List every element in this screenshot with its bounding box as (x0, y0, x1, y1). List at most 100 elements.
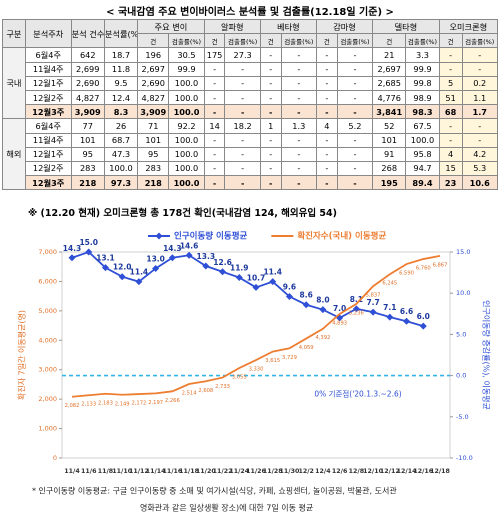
data-label: 6,590 (399, 271, 414, 277)
x-tick-label: 11/26 (246, 468, 266, 475)
table-cell: 4 (438, 146, 463, 162)
point-marker (419, 322, 427, 330)
table-cell: - (203, 75, 226, 91)
y-axis-label: 확진자 7일간 이동평균(명) (17, 310, 27, 400)
table-cell: 27.3 (224, 47, 261, 63)
table-cell: - (280, 146, 317, 162)
table-cell: 47.3 (103, 146, 139, 162)
data-label: 3,055 (232, 375, 247, 381)
table-cell: 99.9 (168, 61, 205, 77)
chart: 0 1,000 2,000 3,000 4,000 5,000 6,000 7,000 -10.… (17, 231, 492, 513)
data-label: 12.6 (213, 258, 232, 267)
point-marker (168, 254, 176, 262)
x-tick-label: 12/2 (298, 468, 313, 475)
table-cell: 11.8 (103, 61, 139, 77)
table-row: 국내 6월4주 642 18.7 196 30.5 175 27.3- - - -21 3.3- - (2, 47, 499, 120)
data-label: 10.7 (247, 273, 266, 282)
table-cell: 68.7 (103, 132, 139, 148)
data-label: 7.7 (366, 298, 379, 307)
x-tick-label: 11/24 (229, 468, 249, 475)
table-cell: 12월2주 (24, 89, 72, 106)
table-cell: - (336, 175, 374, 191)
legend-label: 인구이동량 이동평균 (174, 231, 248, 242)
table-cell: - (336, 146, 374, 162)
data-label: 2,197 (148, 400, 163, 406)
table-cell: - (461, 47, 499, 63)
table-row: 12월1주 95 47.3 95 100.0- - - - - -91 95.8 4 4.2 (3, 146, 499, 162)
data-label: 11.4 (130, 268, 149, 277)
x-tick-label: 11/12 (129, 468, 149, 475)
table-cell: - (315, 47, 338, 63)
table-cell: 67.5 (405, 118, 440, 134)
table-cell: 100.0 (405, 132, 440, 148)
group-label: 국내 (2, 47, 26, 120)
table-cell: - (438, 61, 463, 77)
table-cell: 4,776 (372, 89, 407, 106)
table-cell: - (280, 61, 317, 77)
data-label: 2,149 (115, 401, 130, 407)
data-label: 4,059 (299, 345, 314, 351)
table-cell: 12.4 (103, 89, 139, 106)
table-cell: 8.3 (103, 104, 139, 120)
table-cell: 10.6 (461, 175, 499, 191)
table-cell: 52 (372, 118, 407, 134)
table-cell: 92.2 (168, 118, 205, 134)
table-cell: 100.0 (103, 160, 139, 177)
table-row: 12월2주 4,827 12.4 4,827 100.0- - - - - -4,776 98.9 5… (3, 89, 499, 106)
table-cell: - (438, 118, 463, 134)
data-label: 14.6 (180, 241, 199, 250)
data-label: 2,608 (198, 388, 213, 394)
table-cell: 18.7 (103, 47, 139, 63)
table-cell: - (203, 104, 226, 120)
header-cell: 검출률(%) (461, 33, 499, 49)
table-cell: 12월3주 (24, 104, 72, 120)
table-cell: 5.2 (336, 118, 374, 134)
y-tick-label: 2,000 (38, 395, 57, 403)
table-cell: - (438, 47, 463, 63)
table-cell: - (315, 104, 338, 120)
y2-tick-label: -5.0 (456, 413, 469, 421)
table-cell: - (259, 104, 282, 120)
table-cell: 99.9 (405, 61, 440, 77)
header-cell: 오미크론형 (438, 18, 499, 35)
data-label: 2,082 (65, 403, 80, 409)
header-cell: 검출률(%) (168, 33, 205, 49)
x-tick-label: 12/16 (413, 468, 433, 475)
table-cell: 101 (70, 132, 105, 148)
x-tick-label: 11/6 (81, 468, 97, 475)
footnote: * 인구이동량 이동평균: 구글 인구이동량 중 소매 및 여가시설(식당, 카… (32, 486, 397, 496)
series-line (71, 255, 441, 398)
table-cell: - (259, 75, 282, 91)
table-cell: - (336, 104, 374, 120)
table-cell: - (259, 146, 282, 162)
x-tick-label: 12/18 (430, 468, 450, 475)
data-label: 2,733 (215, 384, 230, 390)
table-cell: 1.3 (280, 118, 317, 134)
y-tick-label: 6,000 (38, 277, 57, 285)
table-row: 해외 6월4주 77 26 71 92.2 14 18.2 1 1.3 4 5.2 52 67.5- - (2, 118, 499, 191)
table-cell: 100.0 (168, 146, 205, 162)
x-tick-label: 11/16 (162, 468, 182, 475)
data-label: 15.0 (79, 238, 98, 247)
table-cell: - (280, 175, 317, 191)
data-label: 12.0 (113, 263, 132, 272)
point-marker (336, 314, 344, 322)
table-cell: 14 (203, 118, 226, 134)
legend-label: 확진자수(국내) 이동평균 (297, 231, 386, 242)
data-label: 2,172 (131, 401, 146, 407)
table-cell: - (315, 132, 338, 148)
table-cell: - (224, 89, 261, 106)
table-cell: 99.8 (405, 75, 440, 91)
point-marker (252, 283, 260, 291)
x-tick-label: 11/22 (213, 468, 233, 475)
point-marker (269, 278, 277, 286)
table-cell: - (315, 146, 338, 162)
table-cell: 12월2주 (24, 160, 72, 177)
data-label: 3,729 (282, 355, 297, 361)
table-cell: 95 (70, 146, 105, 162)
table-cell: - (315, 61, 338, 77)
data-label: 2,133 (81, 402, 96, 408)
table-cell: 196 (137, 47, 170, 63)
table-cell: 97.3 (103, 175, 139, 191)
